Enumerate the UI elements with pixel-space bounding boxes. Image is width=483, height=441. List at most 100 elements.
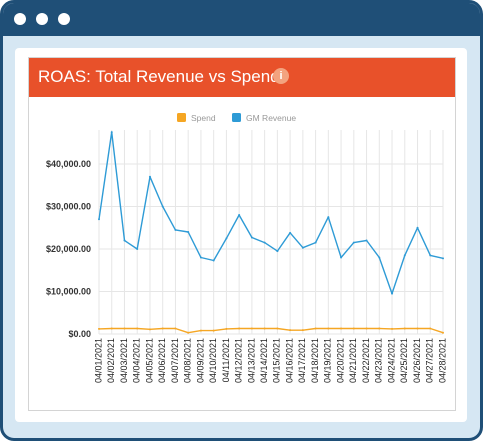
data-point: [187, 331, 190, 334]
x-tick-label: 04/24/2021: [386, 338, 396, 383]
data-point: [352, 241, 355, 244]
data-point: [416, 226, 419, 229]
x-tick-label: 04/28/2021: [437, 338, 447, 383]
data-point: [161, 205, 164, 208]
x-tick-label: 04/08/2021: [183, 338, 193, 383]
window-titlebar: [3, 3, 480, 36]
data-point: [263, 241, 266, 244]
data-point: [161, 327, 164, 330]
data-point: [148, 175, 151, 178]
series-line: [98, 327, 444, 334]
legend-swatch[interactable]: [177, 113, 186, 122]
legend-label[interactable]: GM Revenue: [246, 113, 296, 123]
legend-label[interactable]: Spend: [191, 113, 216, 123]
data-point: [378, 327, 381, 330]
data-point: [187, 231, 190, 233]
x-tick-label: 04/05/2021: [144, 338, 154, 383]
x-tick-label: 04/19/2021: [323, 338, 333, 383]
x-tick-label: 04/14/2021: [259, 338, 269, 383]
data-point: [276, 327, 279, 330]
data-point: [301, 329, 304, 332]
x-tick-label: 04/22/2021: [361, 338, 371, 383]
data-point: [442, 257, 444, 260]
window-dot-icon: [58, 13, 70, 25]
data-point: [212, 329, 215, 332]
x-tick-label: 04/26/2021: [412, 338, 422, 383]
data-point: [442, 331, 444, 334]
x-tick-label: 04/02/2021: [106, 338, 116, 383]
x-tick-label: 04/27/2021: [425, 338, 435, 383]
x-tick-label: 04/16/2021: [284, 338, 294, 383]
data-point: [378, 256, 381, 259]
x-tick-label: 04/06/2021: [157, 338, 167, 383]
data-point: [403, 327, 406, 330]
data-point: [352, 327, 355, 330]
chart: $0.00 $10,000.00 $20,000.00 $30,000.00 $40,0…: [46, 113, 447, 383]
data-point: [174, 327, 177, 330]
data-point: [301, 246, 304, 249]
data-point: [403, 254, 406, 257]
x-tick-label: 04/03/2021: [119, 338, 129, 383]
data-point: [238, 327, 241, 330]
data-point: [289, 231, 292, 234]
data-point: [416, 327, 419, 330]
x-tick-label: 04/09/2021: [195, 338, 205, 383]
x-tick-label: 04/10/2021: [208, 338, 218, 383]
data-point: [391, 292, 394, 295]
data-point: [365, 239, 368, 242]
x-tick-label: 04/11/2021: [221, 338, 231, 382]
data-point: [365, 327, 368, 330]
data-point: [238, 214, 241, 216]
data-point: [110, 327, 113, 330]
data-point: [289, 329, 292, 332]
x-tick-label: 04/15/2021: [272, 338, 282, 383]
y-tick-label: $40,000.00: [46, 159, 91, 169]
data-point: [327, 216, 330, 219]
y-tick-label: $20,000.00: [46, 244, 91, 254]
y-tick-label: $0.00: [68, 329, 91, 339]
data-point: [340, 327, 343, 330]
data-point: [250, 327, 253, 330]
data-point: [314, 241, 317, 244]
data-point: [263, 327, 266, 330]
data-point: [136, 327, 139, 330]
x-tick-label: 04/21/2021: [348, 338, 358, 383]
y-tick-label: $10,000.00: [46, 287, 91, 297]
y-tick-label: $30,000.00: [46, 202, 91, 212]
data-point: [314, 327, 317, 330]
series-line: [98, 131, 444, 295]
legend-swatch[interactable]: [232, 113, 241, 122]
window-dot-icon: [36, 13, 48, 25]
x-tick-label: 04/01/2021: [93, 338, 103, 383]
data-point: [276, 250, 279, 253]
card-title: ROAS: Total Revenue vs Spend: [38, 67, 280, 86]
window-dot-icon: [14, 13, 26, 25]
chart-card: ROAS: Total Revenue vs Spend i $0.00 $10,…: [28, 57, 456, 411]
card-header: ROAS: Total Revenue vs Spend i: [29, 58, 455, 97]
info-icon[interactable]: i: [273, 68, 289, 84]
x-tick-label: 04/23/2021: [374, 338, 384, 383]
x-tick-label: 04/13/2021: [246, 338, 256, 383]
data-point: [225, 237, 228, 240]
data-point: [110, 131, 113, 134]
data-point: [199, 329, 202, 332]
x-tick-label: 04/20/2021: [335, 338, 345, 383]
data-point: [98, 327, 100, 330]
data-point: [123, 327, 126, 330]
data-point: [98, 218, 100, 221]
data-point: [199, 256, 202, 259]
data-point: [327, 327, 330, 330]
x-tick-label: 04/17/2021: [297, 338, 307, 383]
data-point: [429, 254, 432, 257]
data-point: [340, 256, 343, 259]
x-tick-label: 04/25/2021: [399, 338, 409, 383]
data-point: [250, 236, 253, 239]
x-tick-label: 04/04/2021: [132, 338, 142, 383]
x-tick-label: 04/12/2021: [234, 338, 244, 383]
data-point: [391, 327, 394, 330]
data-point: [136, 248, 139, 250]
data-point: [174, 228, 177, 231]
data-point: [123, 239, 126, 242]
data-point: [212, 259, 215, 262]
x-tick-label: 04/18/2021: [310, 338, 320, 383]
